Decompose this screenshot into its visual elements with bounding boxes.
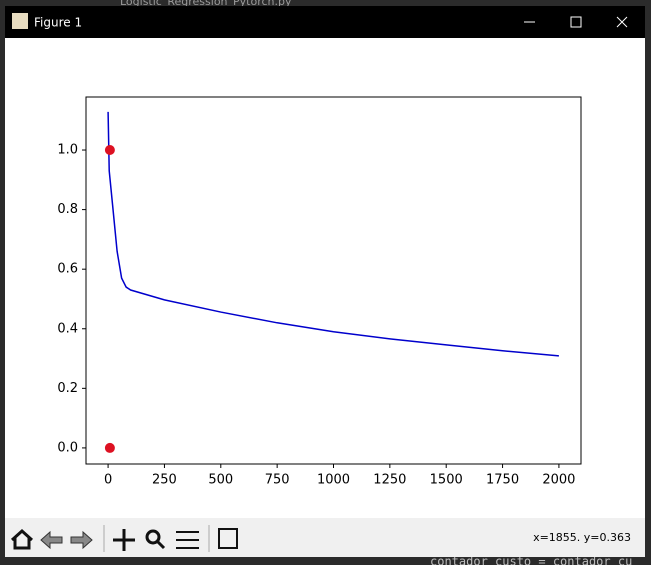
pan-button[interactable]	[113, 529, 135, 551]
maximize-button[interactable]	[570, 16, 582, 28]
app-icon	[12, 13, 28, 29]
close-button[interactable]	[616, 16, 628, 28]
x-tick-label: 1000	[317, 473, 350, 488]
y-tick-label: 0.8	[57, 202, 78, 217]
configure-button[interactable]	[176, 531, 199, 549]
loss-line	[107, 111, 559, 357]
y-tick-label: 0.4	[57, 321, 78, 336]
x-tick-label: 250	[152, 473, 177, 488]
x-tick-label: 1750	[486, 473, 519, 488]
x-tick-label: 2000	[542, 473, 575, 488]
x-tick-label: 500	[208, 473, 233, 488]
data-point	[104, 442, 115, 453]
plot-area	[85, 96, 582, 465]
status-text: x=1855. y=0.363	[533, 531, 631, 544]
title-bar	[5, 6, 645, 38]
home-button[interactable]	[10, 528, 34, 550]
y-tick-label: 0.6	[57, 262, 78, 277]
ide-code: contador_custo = contador_cu	[430, 555, 632, 565]
y-tick-label: 1.0	[57, 143, 78, 158]
ide-tab: Logistic_Regression_Pytorch.py	[120, 0, 292, 8]
x-tick-label: 0	[104, 473, 112, 488]
x-tick-label: 1500	[430, 473, 463, 488]
save-button[interactable]	[218, 528, 238, 549]
x-tick-label: 1250	[373, 473, 406, 488]
forward-button[interactable]	[70, 530, 93, 550]
data-point	[104, 145, 115, 156]
back-button[interactable]	[40, 530, 63, 550]
y-tick-label: 0.2	[57, 381, 78, 396]
zoom-button[interactable]	[145, 529, 161, 545]
window-title: Figure 1	[34, 16, 82, 30]
y-tick-label: 0.0	[57, 440, 78, 455]
toolbar	[5, 518, 645, 557]
x-tick-label: 750	[265, 473, 290, 488]
toolbar-icons	[10, 525, 238, 552]
